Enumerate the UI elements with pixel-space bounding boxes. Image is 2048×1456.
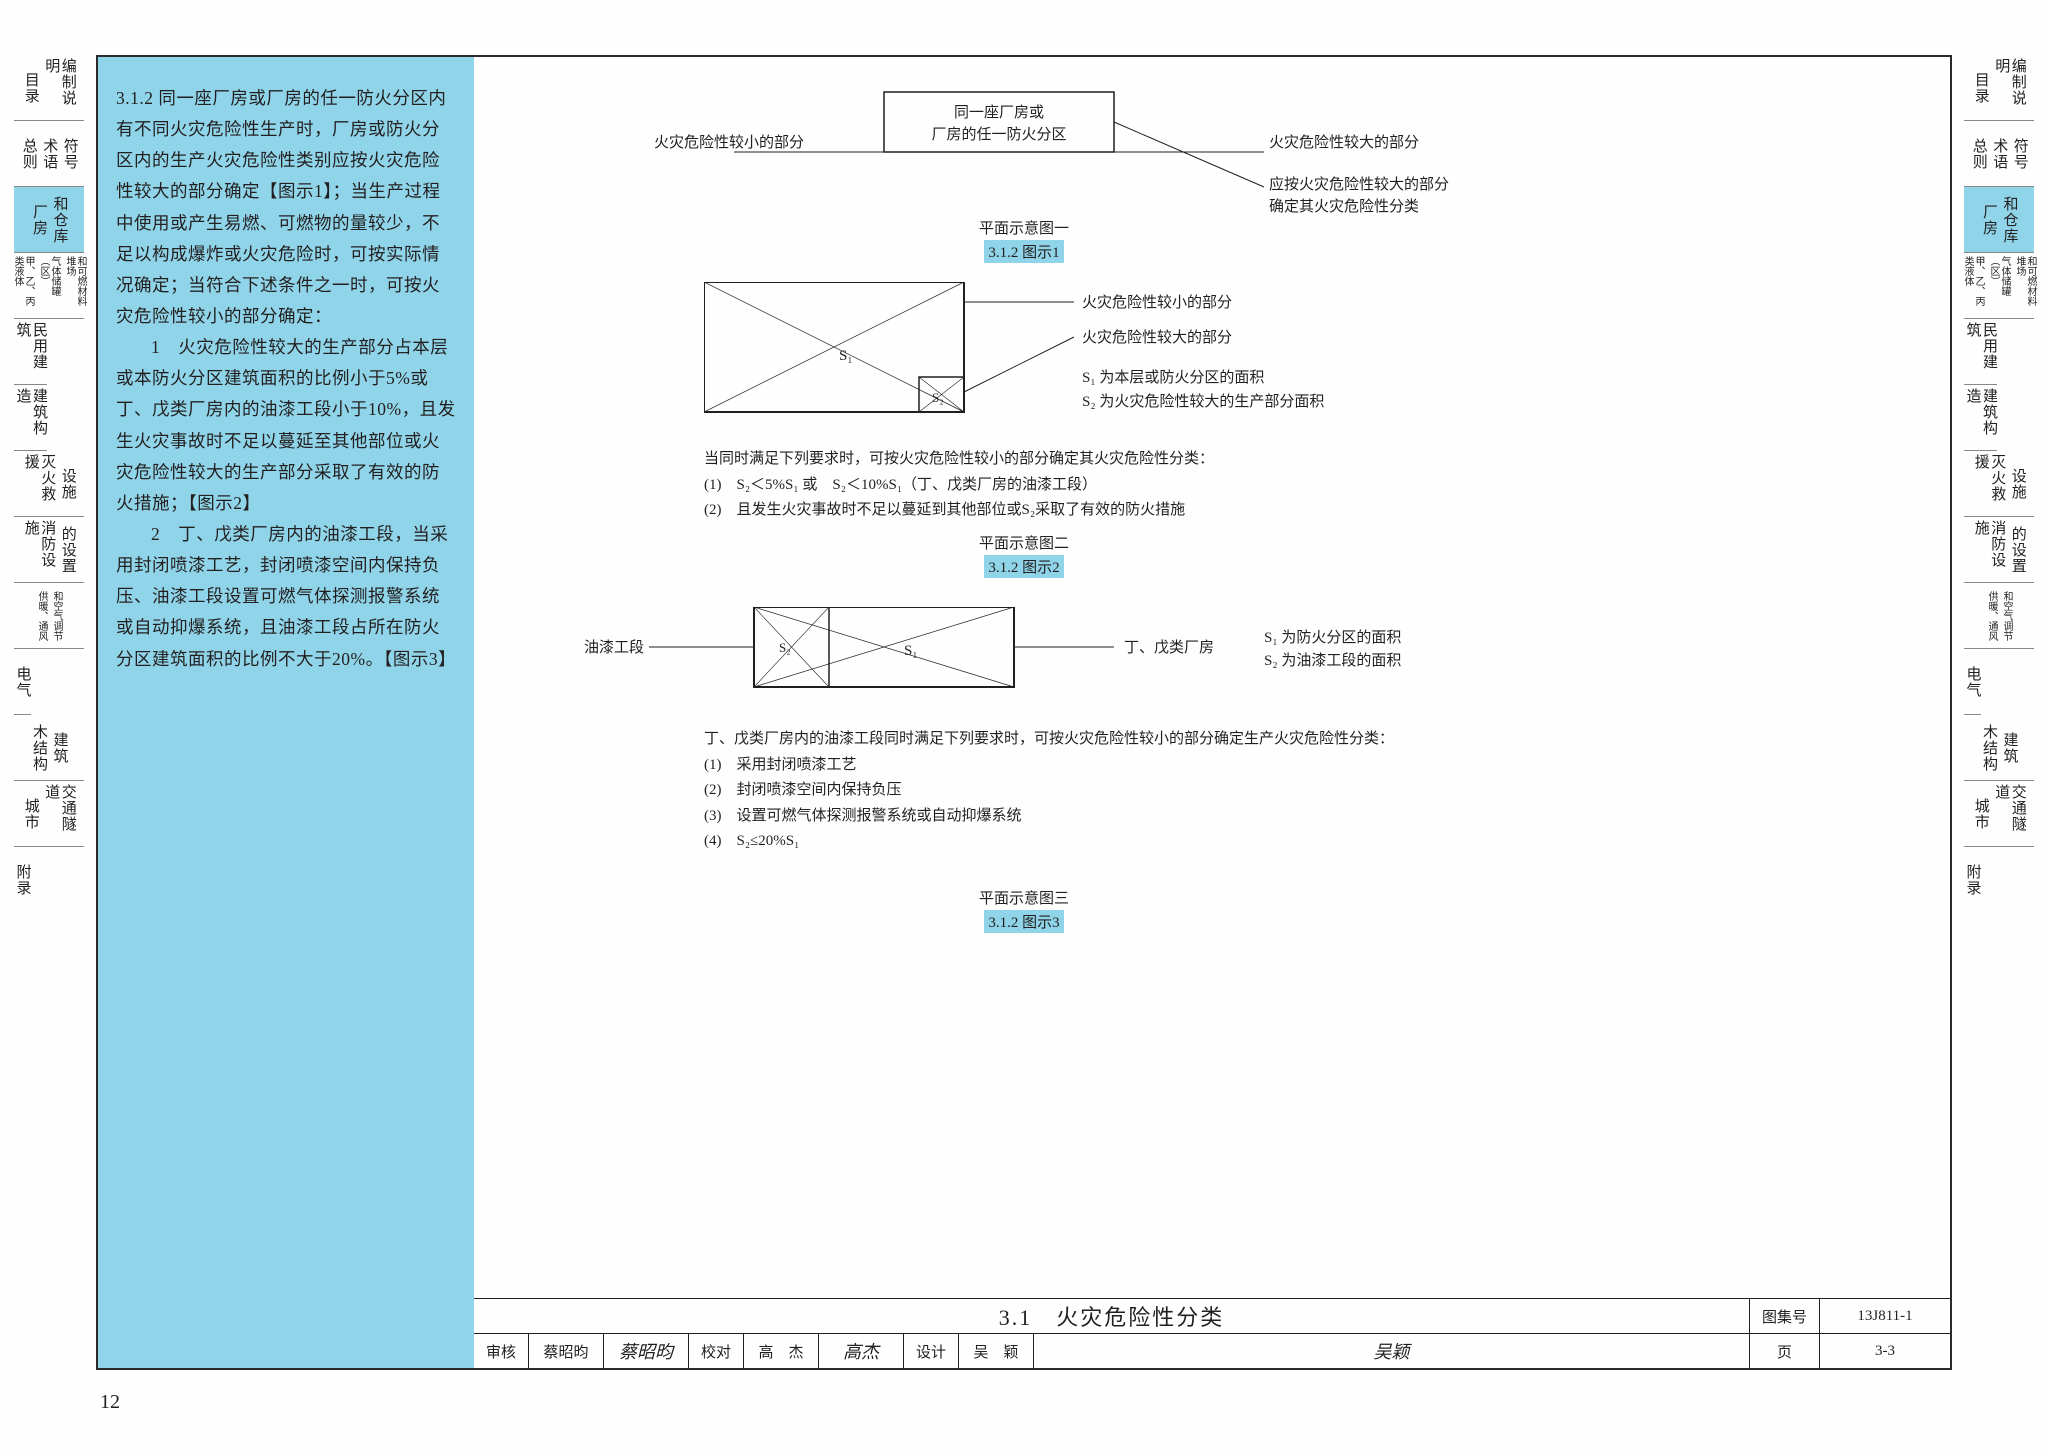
svg-text:S₂: S₂: [779, 640, 791, 655]
svg-text:丁、戊类厂房: 丁、戊类厂房: [1124, 639, 1214, 656]
tab-tunnel[interactable]: 城市交通隧道: [14, 781, 84, 847]
tab-electric[interactable]: 电气: [14, 649, 31, 715]
reviewer: 蔡昭昀: [529, 1334, 604, 1368]
svg-text:火灾危险性较大的部分: 火灾危险性较大的部分: [1082, 328, 1232, 346]
tab-construct-r[interactable]: 建筑构造: [1964, 385, 1997, 451]
tab-general-r[interactable]: 总则术语符号: [1964, 121, 2034, 187]
page-no: 3-3: [1820, 1334, 1950, 1368]
tabs-right: 目录编制说明 总则术语符号 厂房和仓库 甲、乙、丙类液体气体储罐（区）和可燃材料…: [1964, 55, 2034, 913]
svg-text:厂房的任一防火分区: 厂房的任一防火分区: [931, 126, 1066, 143]
page-label: 页: [1750, 1334, 1820, 1368]
tab-wood-r[interactable]: 木结构建筑: [1964, 715, 2034, 781]
design-label: 设计: [904, 1334, 959, 1368]
tabs-left: 目录编制说明 总则术语符号 厂房和仓库 甲、乙、丙类液体气体储罐（区）和可燃材料…: [14, 55, 84, 913]
svg-text:S₁: S₁: [904, 643, 918, 659]
svg-text:火灾危险性较大的部分: 火灾危险性较大的部分: [1269, 133, 1419, 151]
designer: 吴 颖: [959, 1334, 1034, 1368]
svg-text:S₂: S₂: [932, 390, 944, 405]
section-title: 3.1 火灾危险性分类: [474, 1299, 1750, 1333]
svg-text:S₁: S₁: [839, 348, 853, 364]
svg-text:应按火灾危险性较大的部分: 应按火灾危险性较大的部分: [1269, 175, 1449, 193]
figure-3-requirements: 丁、戊类厂房内的油漆工段同时满足下列要求时，可按火灾危险性较小的部分确定生产火灾…: [704, 727, 1524, 855]
page: 目录编制说明 总则术语符号 厂房和仓库 甲、乙、丙类液体气体储罐（区）和可燃材料…: [0, 0, 2048, 1456]
svg-text:油漆工段: 油漆工段: [584, 639, 644, 656]
page-number: 12: [100, 1391, 120, 1414]
para-item1: 1 火灾危险性较大的生产部分占本层或本防火分区建筑面积的比例小于5%或丁、戊类厂…: [116, 332, 456, 519]
para-item2: 2 丁、戊类厂房内的油漆工段，当采用封闭喷漆工艺，封闭喷漆空间内保持负压、油漆工…: [116, 519, 456, 675]
figure-2-svg: S₁ S₂ 火灾危险性较小的部分 火灾危险性较大的部分 S₁ 为本层或防火分区的…: [704, 282, 1544, 442]
para-3-1-2: 3.1.2 同一座厂房或厂房的任一防火分区内有不同火灾危险性生产时，厂房或防火分…: [116, 83, 456, 332]
tab-factory[interactable]: 厂房和仓库: [14, 187, 84, 253]
review-label: 审核: [474, 1334, 529, 1368]
figure-3-caption: 平面示意图三 3.1.2 图示3: [934, 887, 1114, 933]
atlas-label: 图集号: [1750, 1299, 1820, 1333]
designer-sig: 吴颖: [1034, 1334, 1750, 1368]
atlas-no: 13J811-1: [1820, 1299, 1950, 1333]
svg-text:S₁ 为本层或防火分区的面积: S₁ 为本层或防火分区的面积: [1082, 369, 1264, 386]
tab-toc-r[interactable]: 目录编制说明: [1964, 55, 2034, 121]
tab-hvac-r[interactable]: 供暖、通风和空气调节: [1964, 583, 2034, 649]
tab-liquid[interactable]: 甲、乙、丙类液体气体储罐（区）和可燃材料堆场: [14, 253, 84, 319]
svg-text:S₂ 为油漆工段的面积: S₂ 为油漆工段的面积: [1264, 652, 1401, 669]
svg-text:确定其火灾危险性分类: 确定其火灾危险性分类: [1269, 198, 1419, 215]
tab-electric-r[interactable]: 电气: [1964, 649, 1981, 715]
tab-construct[interactable]: 建筑构造: [14, 385, 47, 451]
tab-factory-r[interactable]: 厂房和仓库: [1964, 187, 2034, 253]
diagram-area: 同一座厂房或 厂房的任一防火分区 火灾危险性较小的部分 火灾危险性较大的部分 应…: [474, 57, 1950, 1298]
regulation-text: 3.1.2 同一座厂房或厂房的任一防火分区内有不同火灾危险性生产时，厂房或防火分…: [98, 57, 474, 1368]
svg-text:火灾危险性较小的部分: 火灾危险性较小的部分: [1082, 293, 1232, 311]
tab-appendix-r[interactable]: 附录: [1964, 847, 1981, 913]
tab-wood[interactable]: 木结构建筑: [14, 715, 84, 781]
figure-1-caption: 平面示意图一 3.1.2 图示1: [934, 217, 1114, 263]
tab-civil-r[interactable]: 民用建筑: [1964, 319, 1997, 385]
tab-facility[interactable]: 消防设施的设置: [14, 517, 84, 583]
content-frame: 3.1.2 同一座厂房或厂房的任一防火分区内有不同火灾危险性生产时，厂房或防火分…: [96, 55, 1952, 1370]
tab-appendix[interactable]: 附录: [14, 847, 31, 913]
checker-sig: 高杰: [819, 1334, 904, 1368]
svg-text:火灾危险性较小的部分: 火灾危险性较小的部分: [654, 133, 804, 151]
title-block: 3.1 火灾危险性分类 图集号 13J811-1 审核 蔡昭昀 蔡昭昀 校对 高…: [474, 1298, 1950, 1368]
tab-hvac[interactable]: 供暖、通风和空气调节: [14, 583, 84, 649]
figure-2-caption: 平面示意图二 3.1.2 图示2: [934, 532, 1114, 578]
reviewer-sig: 蔡昭昀: [604, 1334, 689, 1368]
svg-text:S₂ 为火灾危险性较大的生产部分面积: S₂ 为火灾危险性较大的生产部分面积: [1082, 392, 1324, 410]
tab-toc[interactable]: 目录编制说明: [14, 55, 84, 121]
figure-2-requirements: 当同时满足下列要求时，可按火灾危险性较小的部分确定其火灾危险性分类： (1) S…: [704, 447, 1524, 524]
figure-3-svg: S₂ S₁ 油漆工段 丁、戊类厂房 S₁ 为防火分区的面积 S₂ 为油漆工段的面…: [584, 607, 1544, 717]
tab-liquid-r[interactable]: 甲、乙、丙类液体气体储罐（区）和可燃材料堆场: [1964, 253, 2034, 319]
tab-tunnel-r[interactable]: 城市交通隧道: [1964, 781, 2034, 847]
check-label: 校对: [689, 1334, 744, 1368]
checker: 高 杰: [744, 1334, 819, 1368]
tab-rescue-r[interactable]: 灭火救援设施: [1964, 451, 2034, 517]
tab-rescue[interactable]: 灭火救援设施: [14, 451, 84, 517]
tab-general[interactable]: 总则术语符号: [14, 121, 84, 187]
svg-text:同一座厂房或: 同一座厂房或: [954, 104, 1044, 121]
tab-facility-r[interactable]: 消防设施的设置: [1964, 517, 2034, 583]
tab-civil[interactable]: 民用建筑: [14, 319, 47, 385]
svg-text:S₁ 为防火分区的面积: S₁ 为防火分区的面积: [1264, 629, 1401, 646]
figure-1-svg: 同一座厂房或 厂房的任一防火分区 火灾危险性较小的部分 火灾危险性较大的部分 应…: [564, 77, 1524, 222]
